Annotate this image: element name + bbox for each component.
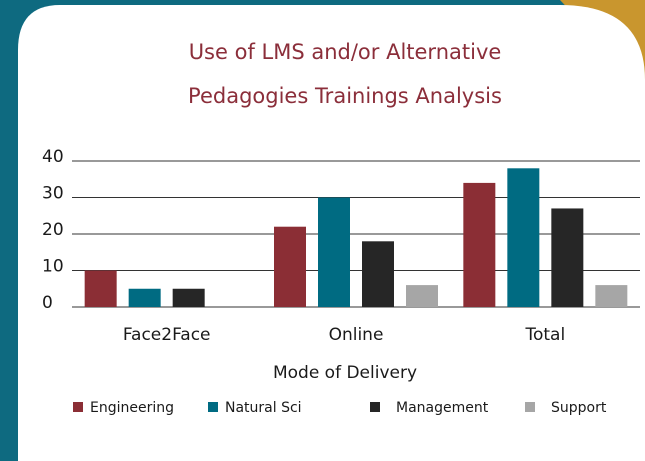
x-tick-label: Total — [524, 325, 565, 345]
bar — [406, 285, 438, 307]
bar — [551, 208, 584, 307]
legend-swatch — [370, 402, 380, 412]
y-tick-label: 30 — [42, 184, 64, 204]
y-tick-label: 40 — [42, 147, 64, 167]
bar — [84, 270, 117, 307]
legend-swatch — [208, 402, 218, 412]
bar — [172, 288, 205, 307]
bar — [507, 168, 540, 307]
bar — [318, 197, 350, 307]
chart-title: Use of LMS and/or Alternative Pedagogies… — [188, 40, 502, 108]
y-tick-label: 10 — [42, 257, 64, 277]
x-tick-label: Face2Face — [123, 325, 211, 345]
bar — [128, 288, 161, 307]
bar — [362, 241, 394, 307]
legend-swatch — [73, 402, 83, 412]
legend-swatch — [525, 402, 535, 412]
y-tick-label: 0 — [42, 293, 53, 313]
x-axis-label: Mode of Delivery — [273, 363, 417, 383]
legend-label: Support — [551, 400, 607, 416]
bar — [274, 226, 306, 307]
legend-label: Natural Sci — [225, 400, 302, 416]
bar — [595, 285, 628, 307]
x-tick-label: Online — [329, 325, 384, 345]
y-tick-label: 20 — [42, 220, 64, 240]
bar — [463, 182, 496, 307]
legend-label: Management — [396, 400, 489, 416]
legend-label: Engineering — [90, 400, 174, 416]
